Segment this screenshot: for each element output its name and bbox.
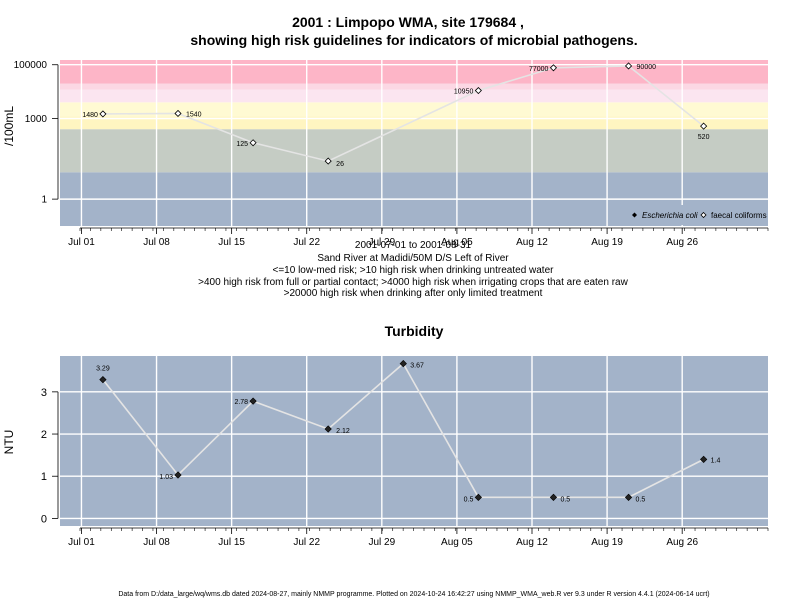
risk-band [60,89,768,103]
data-label: 520 [698,134,710,141]
data-label: 90000 [637,64,657,71]
turbidity-title: Turbidity [385,323,444,339]
x-tick-label: Jul 29 [368,237,395,248]
data-point [474,493,482,501]
faecal-coliforms-series: 1480 1540 125 26 10950 77000 90000 520 [82,62,710,168]
y-tick-label: 1000 [25,114,48,125]
data-label: 2.12 [336,428,350,435]
x-tick-label: Jul 15 [218,537,245,548]
y-tick-label: 2 [41,429,47,441]
x-tick-label: Jul 01 [68,537,95,548]
risk-band [60,60,768,84]
data-point [700,122,708,130]
legend-ecoli-label: Escherichia coli [642,211,698,220]
data-label: 77000 [529,66,549,73]
risk-bands [60,60,768,226]
x-tick-label: Aug 26 [666,237,698,248]
data-point [399,359,407,368]
data-label: 0.5 [636,496,646,503]
data-point [249,397,257,405]
chart-title: 2001 : Limpopo WMA, site 179684 , [292,14,524,30]
x-tick-label: Aug 19 [591,237,623,248]
turbidity-series: 3.29 1.03 2.78 2.12 3.67 0.5 0.5 0.5 1.4 [96,359,721,503]
legend-faecal-marker [700,211,707,219]
caption-risk-drinking: <=10 low-med risk; >10 high risk when dr… [273,265,555,276]
plot-background [60,356,768,526]
legend-faecal-label: faecal coliforms [711,211,767,220]
series-line [102,65,705,162]
data-point [174,109,182,118]
y-tick-label: 1 [41,195,47,206]
data-point [474,86,482,95]
data-label: 1.03 [159,474,173,481]
caption-risk-contact: >400 high risk from full or partial cont… [198,277,628,288]
y-tick-label: 1 [41,471,47,483]
turbidity-plot: 3.29 1.03 2.78 2.12 3.67 0.5 0.5 0.5 1.4 0 1 2 3 Jul… [41,356,769,548]
risk-band [60,129,768,173]
x-tick-label: Jul 08 [143,237,170,248]
chart-subtitle: showing high risk guidelines for indicat… [190,32,637,48]
legend-ecoli-marker [632,212,637,218]
caption-date-range: 2001-07-01 to 2001-08-31 [355,240,472,251]
x-tick-label: Aug 12 [516,237,548,248]
x-tick-label: Jul 29 [368,537,395,548]
legend-box [627,205,768,225]
data-label: 0.5 [464,496,474,503]
top-gridlines [60,60,768,226]
data-point [99,375,107,384]
data-point [549,493,558,501]
x-tick-label: Jul 22 [293,537,320,548]
caption-site: Sand River at Madidi/50M D/S Left of Riv… [317,253,509,264]
data-label: 1.4 [711,457,721,464]
risk-band [60,116,768,130]
data-label: 0.5 [560,496,570,503]
data-point [624,493,633,501]
bottom-y-axis-label: NTU [2,430,16,455]
x-tick-label: Jul 15 [218,237,245,248]
caption-risk-treatment: >20000 high risk when drinking after onl… [284,288,543,299]
y-tick-label: 0 [41,513,47,525]
x-tick-label: Aug 19 [591,537,623,548]
risk-band [60,102,768,117]
top-y-axis-label: /100mL [2,106,16,146]
y-tick-label: 100000 [14,60,48,71]
data-point [99,110,107,118]
data-point [624,62,633,70]
footer-note: Data from D:/data_large/wq/wms.db dated … [118,591,709,598]
data-point [700,455,708,463]
y-tick-label: 3 [41,387,47,399]
x-tick-label: Jul 01 [68,237,95,248]
x-tick-label: Jul 08 [143,537,170,548]
data-label: 2.78 [234,399,248,406]
data-point [549,64,558,72]
data-label: 26 [336,161,344,168]
top-axes: 1 1000 100000 Jul 01 Jul 08 Jul 15 Jul 22 Jul 2… [14,60,769,248]
x-tick-label: Aug 05 [441,237,473,248]
x-tick-label: Aug 05 [441,537,473,548]
x-tick-label: Jul 22 [293,237,320,248]
x-tick-label: Aug 26 [666,537,698,548]
data-label: 1540 [186,111,202,118]
legend: Escherichia coli faecal coliforms [627,205,768,225]
data-point [174,471,182,479]
turbidity-background [60,356,768,526]
data-label: 125 [236,141,248,148]
data-point [324,425,332,433]
data-point [249,139,257,147]
x-tick-label: Aug 12 [516,537,548,548]
microbial-plot: 1480 1540 125 26 10950 77000 90000 520 1 1000 100… [14,60,769,248]
data-label: 1480 [82,112,98,119]
risk-band [60,83,768,90]
data-label: 10950 [454,89,474,96]
data-label: 3.29 [96,366,110,373]
caption: 2001-07-01 to 2001-08-31 Sand River at M… [198,240,628,299]
bottom-axes: 0 1 2 3 Jul 01 Jul 08 Jul 15 Jul 22 Jul 29 Aug 05… [41,387,769,548]
data-point [324,157,332,165]
data-label: 3.67 [410,363,424,370]
